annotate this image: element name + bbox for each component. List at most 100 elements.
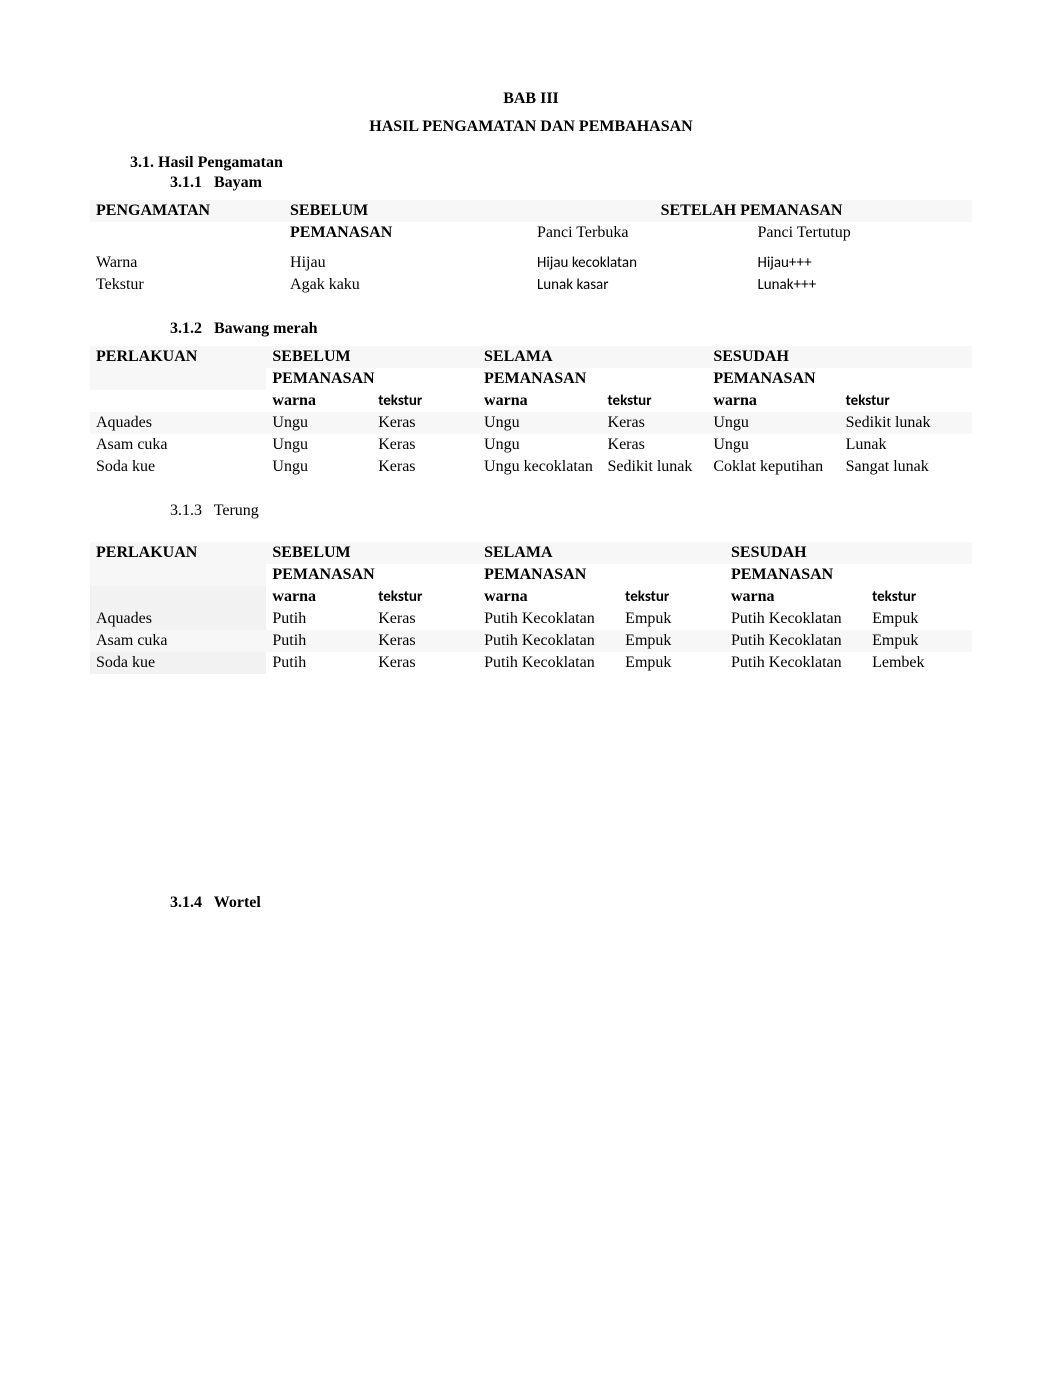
table-row: Aquades Ungu Keras Ungu Keras Ungu Sedik… xyxy=(90,412,972,434)
th-pemanasan: PEMANASAN xyxy=(266,368,478,390)
section-number: 3.1.3 xyxy=(170,502,202,519)
table-row: Warna Hijau Hijau kecoklatan Hijau+++ xyxy=(90,244,972,274)
cell: Asam cuka xyxy=(90,434,266,456)
cell: Hijau+++ xyxy=(751,244,972,274)
cell: Empuk xyxy=(866,630,972,652)
th-panci-terbuka: Panci Terbuka xyxy=(531,222,752,244)
th-tekstur: tekstur xyxy=(866,586,972,608)
cell: Lembek xyxy=(866,652,972,674)
cell: Keras xyxy=(602,434,708,456)
cell: Hijau xyxy=(284,244,531,274)
table-bawang-merah: PERLAKUAN SEBELUM SELAMA SESUDAH PEMANAS… xyxy=(90,346,972,478)
cell: Keras xyxy=(372,456,478,478)
th-pengamatan: PENGAMATAN xyxy=(90,200,284,222)
cell: Putih xyxy=(266,652,372,674)
cell: Ungu xyxy=(478,434,601,456)
cell: Lunak+++ xyxy=(751,274,972,296)
section-title: Wortel xyxy=(214,894,261,911)
table-terung: PERLAKUAN SEBELUM SELAMA SESUDAH PEMANAS… xyxy=(90,542,972,674)
section-number: 3.1. xyxy=(130,154,154,171)
section-title: Hasil Pengamatan xyxy=(158,154,283,171)
th-warna: warna xyxy=(266,390,372,412)
cell: Putih Kecoklatan xyxy=(478,608,619,630)
cell: Empuk xyxy=(866,608,972,630)
table-bayam: PENGAMATAN SEBELUM SETELAH PEMANASAN PEM… xyxy=(90,200,972,296)
cell: Ungu xyxy=(707,434,839,456)
th-selama: SELAMA xyxy=(478,542,725,564)
section-3-1-4: 3.1.4 Wortel xyxy=(170,894,972,912)
cell: Asam cuka xyxy=(90,630,266,652)
th-perlakuan: PERLAKUAN xyxy=(90,542,266,586)
section-title: Bayam xyxy=(214,174,262,191)
th-pemanasan: PEMANASAN xyxy=(478,368,707,390)
chapter-subtitle: HASIL PENGAMATAN DAN PEMBAHASAN xyxy=(90,118,972,136)
table-row: Soda kue Ungu Keras Ungu kecoklatan Sedi… xyxy=(90,456,972,478)
th-panci-tertutup: Panci Tertutup xyxy=(751,222,972,244)
section-number: 3.1.4 xyxy=(170,894,202,911)
th-sebelum: SEBELUM xyxy=(266,542,478,564)
cell: Agak kaku xyxy=(284,274,531,296)
cell: Keras xyxy=(372,434,478,456)
cell: Keras xyxy=(602,412,708,434)
cell: Soda kue xyxy=(90,456,266,478)
cell: Sedikit lunak xyxy=(840,412,972,434)
section-3-1-2: 3.1.2 Bawang merah xyxy=(170,320,972,338)
cell: Putih Kecoklatan xyxy=(725,652,866,674)
cell: Keras xyxy=(372,652,478,674)
th-pemanasan: PEMANASAN xyxy=(725,564,972,586)
table-row: Tekstur Agak kaku Lunak kasar Lunak+++ xyxy=(90,274,972,296)
table-row: Soda kue Putih Keras Putih Kecoklatan Em… xyxy=(90,652,972,674)
cell: Ungu xyxy=(707,412,839,434)
cell: Warna xyxy=(90,244,284,274)
th-warna: warna xyxy=(478,390,601,412)
th-tekstur: tekstur xyxy=(840,390,972,412)
chapter-title: BAB III xyxy=(90,90,972,108)
th-pemanasan: PEMANASAN xyxy=(478,564,725,586)
th-sebelum: SEBELUM xyxy=(266,346,478,368)
th-perlakuan: PERLAKUAN xyxy=(90,346,266,390)
cell: Sedikit lunak xyxy=(602,456,708,478)
section-number: 3.1.1 xyxy=(170,174,202,191)
cell: Coklat keputihan xyxy=(707,456,839,478)
cell: Ungu xyxy=(266,456,372,478)
cell: Lunak kasar xyxy=(531,274,752,296)
cell: Empuk xyxy=(619,608,725,630)
cell: Soda kue xyxy=(90,652,266,674)
th-selama: SELAMA xyxy=(478,346,707,368)
th-warna: warna xyxy=(266,586,372,608)
th-tekstur: tekstur xyxy=(372,390,478,412)
cell: Putih Kecoklatan xyxy=(478,652,619,674)
th-warna: warna xyxy=(478,586,619,608)
cell: Ungu xyxy=(478,412,601,434)
section-3-1-3: 3.1.3 Terung xyxy=(170,502,972,520)
cell: Sangat lunak xyxy=(840,456,972,478)
th-tekstur: tekstur xyxy=(602,390,708,412)
table-row: Aquades Putih Keras Putih Kecoklatan Emp… xyxy=(90,608,972,630)
cell: Ungu xyxy=(266,434,372,456)
cell: Lunak xyxy=(840,434,972,456)
th-setelah: SETELAH PEMANASAN xyxy=(531,200,972,222)
th-warna: warna xyxy=(707,390,839,412)
cell: Empuk xyxy=(619,652,725,674)
section-3-1-1: 3.1.1 Bayam xyxy=(170,174,972,192)
cell: Putih xyxy=(266,608,372,630)
cell: Putih xyxy=(266,630,372,652)
section-title: Terung xyxy=(214,502,259,519)
cell: Keras xyxy=(372,630,478,652)
table-row: Asam cuka Putih Keras Putih Kecoklatan E… xyxy=(90,630,972,652)
th-warna: warna xyxy=(725,586,866,608)
table-row: Asam cuka Ungu Keras Ungu Keras Ungu Lun… xyxy=(90,434,972,456)
cell: Aquades xyxy=(90,608,266,630)
cell: Keras xyxy=(372,608,478,630)
cell: Aquades xyxy=(90,412,266,434)
cell: Putih Kecoklatan xyxy=(725,608,866,630)
th-tekstur: tekstur xyxy=(619,586,725,608)
th-tekstur: tekstur xyxy=(372,586,478,608)
section-title: Bawang merah xyxy=(214,320,318,337)
th-pemanasan: PEMANASAN xyxy=(707,368,972,390)
cell: Putih Kecoklatan xyxy=(725,630,866,652)
section-3-1: 3.1. Hasil Pengamatan xyxy=(130,154,972,172)
cell: Tekstur xyxy=(90,274,284,296)
cell: Keras xyxy=(372,412,478,434)
th-sebelum: SEBELUM xyxy=(284,200,531,222)
